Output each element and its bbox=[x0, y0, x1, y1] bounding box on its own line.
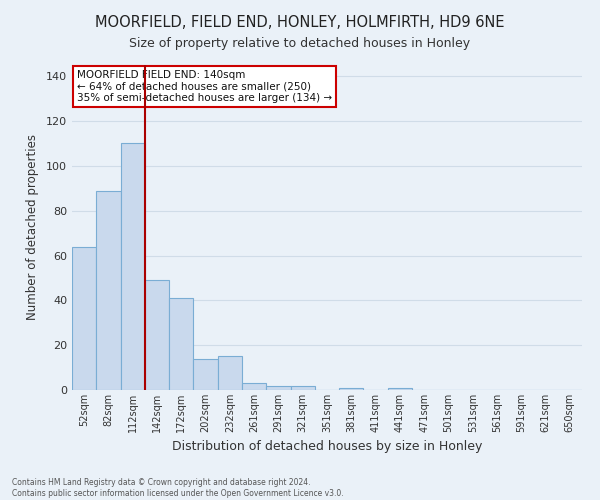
Bar bbox=[96, 190, 121, 390]
Bar bbox=[72, 246, 96, 390]
Bar bbox=[145, 280, 169, 390]
Bar bbox=[169, 298, 193, 390]
Bar bbox=[266, 386, 290, 390]
Bar bbox=[193, 358, 218, 390]
Bar bbox=[242, 384, 266, 390]
Y-axis label: Number of detached properties: Number of detached properties bbox=[26, 134, 39, 320]
X-axis label: Distribution of detached houses by size in Honley: Distribution of detached houses by size … bbox=[172, 440, 482, 454]
Bar bbox=[388, 388, 412, 390]
Bar bbox=[121, 144, 145, 390]
Bar bbox=[290, 386, 315, 390]
Bar bbox=[218, 356, 242, 390]
Bar bbox=[339, 388, 364, 390]
Text: MOORFIELD FIELD END: 140sqm
← 64% of detached houses are smaller (250)
35% of se: MOORFIELD FIELD END: 140sqm ← 64% of det… bbox=[77, 70, 332, 103]
Text: Size of property relative to detached houses in Honley: Size of property relative to detached ho… bbox=[130, 38, 470, 51]
Text: MOORFIELD, FIELD END, HONLEY, HOLMFIRTH, HD9 6NE: MOORFIELD, FIELD END, HONLEY, HOLMFIRTH,… bbox=[95, 15, 505, 30]
Text: Contains HM Land Registry data © Crown copyright and database right 2024.
Contai: Contains HM Land Registry data © Crown c… bbox=[12, 478, 344, 498]
